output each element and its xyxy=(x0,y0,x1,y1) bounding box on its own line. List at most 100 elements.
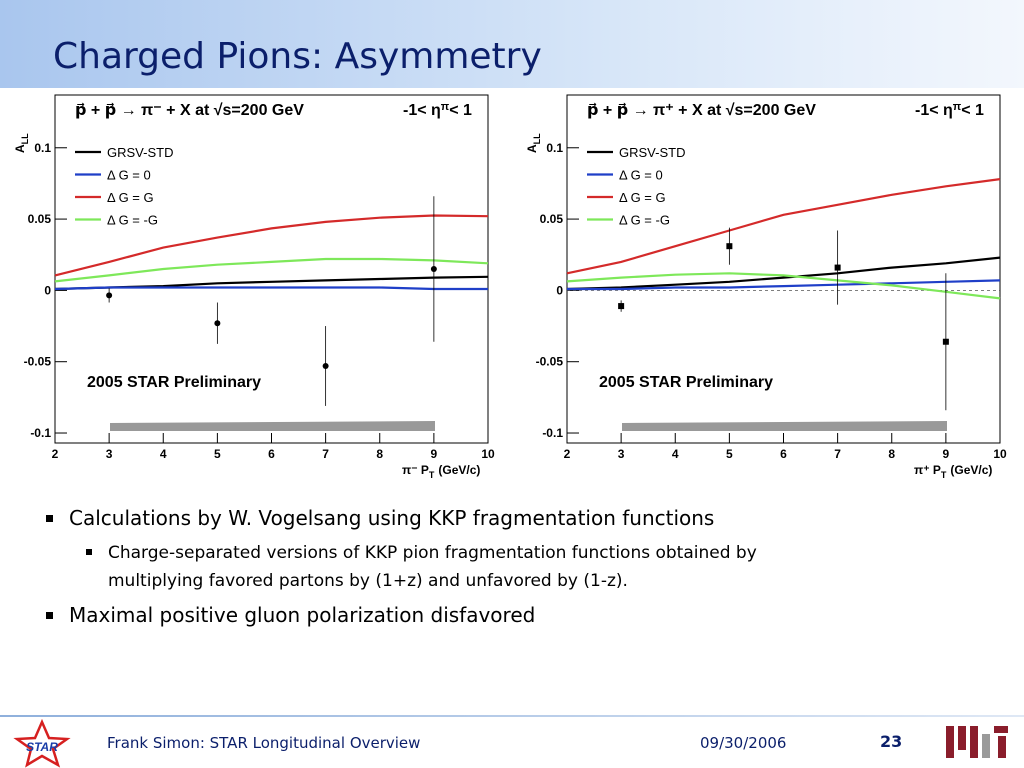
chart: -0.1 -0.05 0 0.05 0.1 2 3 4 5 6 7 8 9 10 p⃗ + p⃗ → π⁻ … xyxy=(13,94,495,480)
eta-cut-part: π xyxy=(441,101,450,113)
y-axis-label: ALL xyxy=(525,133,542,153)
eta-cut-part: -1< η xyxy=(403,102,441,119)
legend-label: GRSV-STD xyxy=(107,145,173,160)
legend-label: Δ G = -G xyxy=(619,213,670,228)
eta-cut: -1< ηπ< 1 xyxy=(915,101,984,119)
data-point xyxy=(106,292,113,299)
legend-label: GRSV-STD xyxy=(619,145,685,160)
data-point xyxy=(618,303,625,310)
x-tick-label: 5 xyxy=(726,447,733,461)
y-tick-label: 0.1 xyxy=(34,141,51,155)
x-axis-label-main: π⁺ P xyxy=(914,463,941,477)
y-tick-label: -0.05 xyxy=(24,355,52,369)
curve xyxy=(54,257,489,283)
logo-text: STAR xyxy=(26,740,58,754)
curve xyxy=(567,279,1001,291)
bullet-text: Calculations by W. Vogelsang using KKP f… xyxy=(69,506,714,530)
chart-title: p⃗ + p⃗ → π⁺ + X at √s=200 GeV xyxy=(587,102,816,119)
y-tick-label: -0.1 xyxy=(30,426,51,440)
legend-label: Δ G = -G xyxy=(107,213,158,228)
x-axis-label-sub: T xyxy=(941,470,947,480)
star-logo: STAR xyxy=(13,718,71,768)
annotation: 2005 STAR Preliminary xyxy=(599,374,773,391)
x-tick-label: 6 xyxy=(780,447,787,461)
logo-star xyxy=(13,718,71,768)
x-tick-label: 7 xyxy=(322,447,329,461)
bullet-marker xyxy=(46,612,53,619)
data-point xyxy=(834,264,841,271)
x-tick-label: 9 xyxy=(431,447,438,461)
curve xyxy=(566,256,1001,291)
sub-bullet-text: multiplying favored partons by (1+z) and… xyxy=(108,571,628,591)
legend-label: Δ G = 0 xyxy=(619,168,663,183)
x-tick-label: 10 xyxy=(993,447,1007,461)
x-tick-label: 4 xyxy=(672,447,679,461)
legend-label: Δ G = G xyxy=(619,190,666,205)
data-point xyxy=(430,266,437,272)
y-axis-label: ALL xyxy=(13,133,30,153)
y-axis-label-main: A xyxy=(13,144,27,153)
title-bar xyxy=(0,0,1024,88)
x-tick-label: 7 xyxy=(834,447,841,461)
y-tick-label: 0 xyxy=(556,283,563,297)
x-tick-label: 6 xyxy=(268,447,275,461)
x-axis-label-unit: (GeV/c) xyxy=(950,463,992,477)
x-axis-label-unit: (GeV/c) xyxy=(438,463,480,477)
annotation: 2005 STAR Preliminary xyxy=(87,374,261,391)
x-tick-label: 3 xyxy=(618,447,625,461)
data-point xyxy=(214,320,221,327)
x-tick-label: 3 xyxy=(106,447,113,461)
x-axis-label-main: π⁻ P xyxy=(402,463,429,477)
eta-cut: -1< ηπ< 1 xyxy=(403,101,472,119)
y-axis-label-sub: LL xyxy=(20,133,30,144)
data-point xyxy=(726,243,733,250)
chart-title: p⃗ + p⃗ → π⁻ + X at √s=200 GeV xyxy=(75,102,304,119)
x-axis-label: π⁻ PT (GeV/c) xyxy=(402,463,480,480)
y-tick-label: 0.1 xyxy=(546,141,563,155)
curve xyxy=(566,178,1001,275)
x-tick-label: 10 xyxy=(481,447,495,461)
x-tick-label: 2 xyxy=(52,447,59,461)
eta-cut-part: < 1 xyxy=(961,102,984,119)
logo-bar xyxy=(994,726,1008,733)
legend-label: Δ G = 0 xyxy=(107,168,151,183)
sub-bullet-marker xyxy=(86,549,92,555)
x-tick-label: 9 xyxy=(943,447,950,461)
x-axis-label: π⁺ PT (GeV/c) xyxy=(914,463,992,480)
curve xyxy=(566,272,1001,300)
eta-cut-part: -1< η xyxy=(915,102,953,119)
eta-cut-part: < 1 xyxy=(449,102,472,119)
data-point xyxy=(942,338,949,345)
bullet-marker xyxy=(46,515,53,522)
sub-bullet-text: Charge-separated versions of KKP pion fr… xyxy=(108,543,757,563)
systematic-band xyxy=(110,421,435,431)
mit-logo xyxy=(946,726,1008,758)
y-axis-label-main: A xyxy=(525,144,539,153)
curve xyxy=(54,286,488,291)
footer-page: 23 xyxy=(880,732,902,751)
y-tick-label: 0.05 xyxy=(28,212,52,226)
x-axis-label-sub: T xyxy=(429,470,435,480)
data-point xyxy=(322,362,329,369)
logo-bar xyxy=(958,726,966,750)
bullet-text: Maximal positive gluon polarization disf… xyxy=(69,603,535,627)
logo-bar xyxy=(970,726,978,758)
x-tick-label: 8 xyxy=(888,447,895,461)
eta-cut-part: π xyxy=(953,101,962,113)
logo-bar xyxy=(998,736,1006,758)
x-tick-label: 4 xyxy=(160,447,167,461)
chart: -0.1 -0.05 0 0.05 0.1 2 3 4 5 6 7 8 9 10 p⃗ + p⃗ → π⁺ … xyxy=(525,94,1007,480)
legend-label: Δ G = G xyxy=(107,190,154,205)
curve xyxy=(54,214,489,277)
charts: -0.1 -0.05 0 0.05 0.1 2 3 4 5 6 7 8 9 10 p⃗ + p⃗ → π⁻ … xyxy=(13,94,1007,480)
y-axis-label-sub: LL xyxy=(532,133,542,144)
slide-title: Charged Pions: Asymmetry xyxy=(53,36,542,77)
bullet-list: Calculations by W. Vogelsang using KKP f… xyxy=(46,506,757,627)
x-tick-label: 8 xyxy=(376,447,383,461)
logo-bar xyxy=(982,734,990,758)
footer-rule xyxy=(0,715,1024,717)
footer-author: Frank Simon: STAR Longitudinal Overview xyxy=(107,734,420,752)
y-tick-label: -0.05 xyxy=(536,355,564,369)
